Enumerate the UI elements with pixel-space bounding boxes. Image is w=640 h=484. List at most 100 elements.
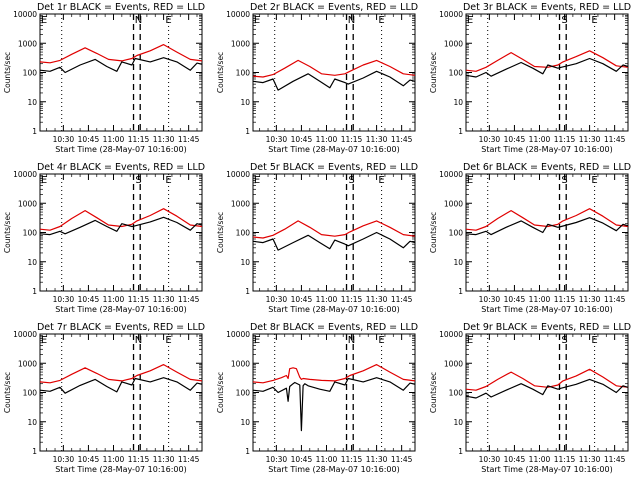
marker-label: E	[254, 15, 260, 26]
panel-title: Det 3r BLACK = Events, RED = LLD	[463, 2, 631, 13]
x-tick-label: 11:15	[128, 295, 150, 304]
y-tick-label: 100	[449, 229, 464, 238]
y-tick-label: 1	[32, 447, 37, 456]
marker-label: E	[378, 335, 384, 346]
y-tick-label: 1000	[444, 359, 463, 368]
x-tick-label: 11:15	[128, 135, 150, 144]
panel-det5: Det 5r BLACK = Events, RED = LLD 1 10 100 10…	[216, 162, 418, 314]
x-tick-label: 10:45	[504, 135, 526, 144]
x-axis-label: Start Time (28-May-07 10:16:00)	[481, 145, 612, 154]
y-tick-label: 1000	[231, 39, 250, 48]
y-axis-label: Counts/sec	[429, 212, 438, 253]
series-line-events	[39, 57, 203, 74]
marker-label: E	[467, 15, 473, 26]
x-tick-label: 11:30	[366, 135, 388, 144]
x-tick-label: 11:45	[178, 295, 200, 304]
x-tick-label: 11:15	[554, 295, 576, 304]
marker-label: E	[591, 15, 597, 26]
y-tick-label: 10	[453, 98, 463, 107]
y-tick-label: 10000	[226, 10, 250, 19]
marker-label: S	[561, 175, 567, 186]
marker-label: E	[591, 175, 597, 186]
x-tick-label: 10:30	[53, 135, 75, 144]
series-line-events	[465, 378, 629, 399]
series-line-lld	[252, 364, 416, 384]
marker-label: E	[41, 335, 47, 346]
x-tick-label: 10:45	[504, 295, 526, 304]
x-tick-label: 11:30	[153, 455, 175, 464]
x-tick-label: 10:30	[479, 455, 501, 464]
marker-label: E	[378, 15, 384, 26]
marker-label: E	[254, 175, 260, 186]
y-tick-label: 10000	[226, 330, 250, 339]
panel-title: Det 5r BLACK = Events, RED = LLD	[250, 162, 418, 173]
marker-label: N	[348, 335, 355, 346]
y-tick-label: 10000	[439, 10, 463, 19]
y-tick-label: 1	[458, 127, 463, 136]
y-axis-label: Counts/sec	[216, 372, 225, 413]
marker-label: E	[165, 175, 171, 186]
marker-label: E	[165, 335, 171, 346]
y-tick-label: 1	[458, 447, 463, 456]
x-axis-label: Start Time (28-May-07 10:16:00)	[481, 465, 612, 474]
series-line-lld	[39, 208, 203, 231]
panel-title: Det 9r BLACK = Events, RED = LLD	[463, 322, 631, 333]
plot-frame	[39, 173, 203, 292]
x-tick-label: 11:30	[579, 295, 601, 304]
marker-label: S	[348, 175, 354, 186]
marker-label: E	[41, 15, 47, 26]
marker-label: E	[165, 15, 171, 26]
y-axis-label: Counts/sec	[3, 212, 12, 253]
plot-frame	[465, 173, 629, 292]
y-axis-label: Counts/sec	[216, 52, 225, 93]
x-tick-label: 11:30	[579, 455, 601, 464]
y-tick-label: 100	[236, 229, 251, 238]
x-tick-label: 11:15	[554, 135, 576, 144]
marker-label: E	[591, 335, 597, 346]
panel-title: Det 1r BLACK = Events, RED = LLD	[37, 2, 205, 13]
y-tick-label: 1	[32, 287, 37, 296]
y-axis-label: Counts/sec	[429, 52, 438, 93]
x-tick-label: 10:30	[53, 455, 75, 464]
x-tick-label: 11:15	[554, 455, 576, 464]
marker-label: E	[467, 175, 473, 186]
y-tick-label: 10000	[439, 170, 463, 179]
x-tick-label: 11:15	[128, 455, 150, 464]
y-tick-label: 10000	[13, 10, 37, 19]
y-tick-label: 100	[23, 69, 38, 78]
y-axis-label: Counts/sec	[3, 372, 12, 413]
x-tick-label: 10:45	[291, 295, 313, 304]
x-tick-label: 11:00	[529, 455, 551, 464]
y-tick-label: 10	[240, 258, 250, 267]
y-axis-label: Counts/sec	[429, 372, 438, 413]
series-line-lld	[252, 59, 416, 78]
x-axis-label: Start Time (28-May-07 10:16:00)	[481, 305, 612, 314]
x-tick-label: 10:30	[266, 135, 288, 144]
x-tick-label: 10:45	[78, 295, 100, 304]
x-tick-label: 11:00	[316, 455, 338, 464]
series-line-events	[39, 377, 203, 394]
marker-label: N	[135, 15, 142, 26]
x-tick-label: 11:15	[341, 295, 363, 304]
x-axis-label: Start Time (28-May-07 10:16:00)	[268, 145, 399, 154]
panel-title: Det 4r BLACK = Events, RED = LLD	[37, 162, 205, 173]
y-tick-label: 100	[236, 69, 251, 78]
x-tick-label: 10:30	[266, 455, 288, 464]
panel-det4: Det 4r BLACK = Events, RED = LLD 1 10 100 10…	[3, 162, 205, 314]
marker-label: E	[378, 175, 384, 186]
series-line-events	[39, 216, 203, 236]
series-line-lld	[39, 43, 203, 64]
series-line-events	[252, 70, 416, 91]
y-tick-label: 1000	[18, 39, 37, 48]
y-tick-label: 100	[23, 389, 38, 398]
x-axis-label: Start Time (28-May-07 10:16:00)	[55, 305, 186, 314]
x-tick-label: 10:45	[291, 135, 313, 144]
y-tick-label: 1000	[18, 199, 37, 208]
y-tick-label: 10	[27, 418, 37, 427]
y-tick-label: 1	[245, 447, 250, 456]
x-axis-label: Start Time (28-May-07 10:16:00)	[268, 465, 399, 474]
y-tick-label: 10	[27, 98, 37, 107]
x-tick-label: 11:00	[529, 295, 551, 304]
marker-label: E	[254, 335, 260, 346]
